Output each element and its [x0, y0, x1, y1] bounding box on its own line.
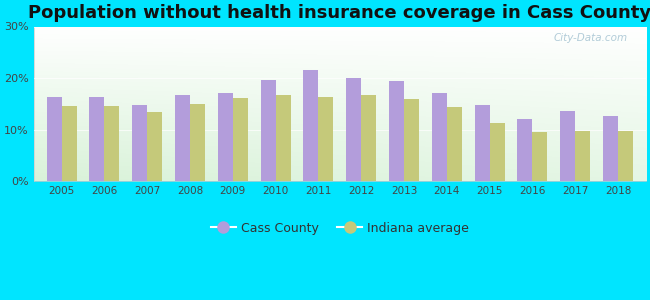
Bar: [47, 97, 62, 181]
Bar: [603, 116, 618, 181]
Bar: [105, 106, 120, 181]
Bar: [276, 94, 291, 181]
Bar: [190, 104, 205, 181]
Text: City-Data.com: City-Data.com: [553, 33, 627, 43]
Bar: [175, 95, 190, 181]
Bar: [261, 80, 276, 181]
Bar: [474, 105, 489, 181]
Title: Population without health insurance coverage in Cass County: Population without health insurance cove…: [28, 4, 650, 22]
Bar: [147, 112, 162, 181]
Bar: [346, 78, 361, 181]
Bar: [90, 97, 105, 181]
Bar: [404, 99, 419, 181]
Bar: [233, 98, 248, 181]
Bar: [218, 94, 233, 181]
Bar: [361, 95, 376, 181]
Bar: [618, 131, 633, 181]
Bar: [447, 107, 461, 181]
Bar: [318, 97, 333, 181]
Bar: [560, 111, 575, 181]
Bar: [489, 123, 504, 181]
Bar: [132, 105, 147, 181]
Bar: [62, 106, 77, 181]
Bar: [532, 132, 547, 181]
Bar: [304, 70, 318, 181]
Bar: [575, 131, 590, 181]
Legend: Cass County, Indiana average: Cass County, Indiana average: [205, 217, 474, 240]
Bar: [517, 119, 532, 181]
Bar: [432, 94, 447, 181]
Bar: [389, 81, 404, 181]
